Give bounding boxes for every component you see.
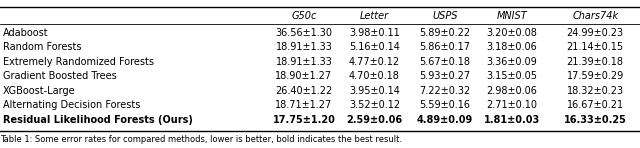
Text: MNIST: MNIST <box>497 11 527 21</box>
Text: 5.59±0.16: 5.59±0.16 <box>419 100 470 110</box>
Text: Table 1: Some error rates for compared methods, lower is better, bold indicates : Table 1: Some error rates for compared m… <box>0 135 402 144</box>
Text: 3.20±0.08: 3.20±0.08 <box>486 28 538 38</box>
Text: 26.40±1.22: 26.40±1.22 <box>275 86 333 96</box>
Text: 5.86±0.17: 5.86±0.17 <box>419 42 470 52</box>
Text: Residual Likelihood Forests (Ours): Residual Likelihood Forests (Ours) <box>3 115 193 125</box>
Text: 4.89±0.09: 4.89±0.09 <box>417 115 473 125</box>
Text: 5.93±0.27: 5.93±0.27 <box>419 71 470 81</box>
Text: 3.98±0.11: 3.98±0.11 <box>349 28 400 38</box>
Text: 18.90±1.27: 18.90±1.27 <box>275 71 333 81</box>
Text: 4.70±0.18: 4.70±0.18 <box>349 71 400 81</box>
Text: Letter: Letter <box>360 11 389 21</box>
Text: Extremely Randomized Forests: Extremely Randomized Forests <box>3 57 154 67</box>
Text: 36.56±1.30: 36.56±1.30 <box>275 28 333 38</box>
Text: 1.81±0.03: 1.81±0.03 <box>484 115 540 125</box>
Text: 2.71±0.10: 2.71±0.10 <box>486 100 538 110</box>
Text: XGBoost-Large: XGBoost-Large <box>3 86 76 96</box>
Text: 16.33±0.25: 16.33±0.25 <box>564 115 627 125</box>
Text: G50c: G50c <box>291 11 317 21</box>
Text: 18.71±1.27: 18.71±1.27 <box>275 100 333 110</box>
Text: Random Forests: Random Forests <box>3 42 82 52</box>
Text: 5.16±0.14: 5.16±0.14 <box>349 42 400 52</box>
Text: Gradient Boosted Trees: Gradient Boosted Trees <box>3 71 117 81</box>
Text: 18.32±0.23: 18.32±0.23 <box>566 86 624 96</box>
Text: 5.89±0.22: 5.89±0.22 <box>419 28 470 38</box>
Text: Alternating Decision Forests: Alternating Decision Forests <box>3 100 141 110</box>
Text: 18.91±1.33: 18.91±1.33 <box>276 57 332 67</box>
Text: 3.52±0.12: 3.52±0.12 <box>349 100 400 110</box>
Text: USPS: USPS <box>432 11 458 21</box>
Text: 24.99±0.23: 24.99±0.23 <box>566 28 624 38</box>
Text: 4.77±0.12: 4.77±0.12 <box>349 57 400 67</box>
Text: 3.15±0.05: 3.15±0.05 <box>486 71 538 81</box>
Text: 17.59±0.29: 17.59±0.29 <box>566 71 624 81</box>
Text: 21.39±0.18: 21.39±0.18 <box>566 57 624 67</box>
Text: 3.95±0.14: 3.95±0.14 <box>349 86 400 96</box>
Text: 3.36±0.09: 3.36±0.09 <box>486 57 538 67</box>
Text: 3.18±0.06: 3.18±0.06 <box>486 42 538 52</box>
Text: 16.67±0.21: 16.67±0.21 <box>566 100 624 110</box>
Text: 7.22±0.32: 7.22±0.32 <box>419 86 470 96</box>
Text: 21.14±0.15: 21.14±0.15 <box>566 42 624 52</box>
Text: Chars74k: Chars74k <box>572 11 618 21</box>
Text: 2.59±0.06: 2.59±0.06 <box>346 115 403 125</box>
Text: 18.91±1.33: 18.91±1.33 <box>276 42 332 52</box>
Text: 2.98±0.06: 2.98±0.06 <box>486 86 538 96</box>
Text: 17.75±1.20: 17.75±1.20 <box>273 115 335 125</box>
Text: Adaboost: Adaboost <box>3 28 49 38</box>
Text: 5.67±0.18: 5.67±0.18 <box>419 57 470 67</box>
